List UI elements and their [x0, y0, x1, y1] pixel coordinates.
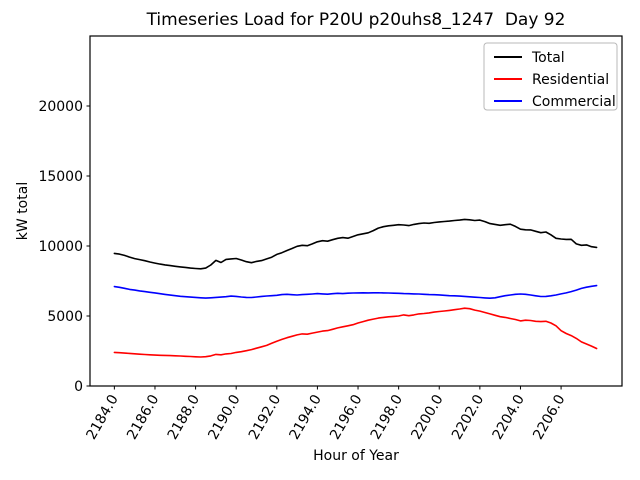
- plot-border: [89, 35, 623, 387]
- x-tick-label: 2206.0: [530, 392, 568, 442]
- y-tick-label: 5000: [47, 309, 83, 325]
- x-tick-label: 2192.0: [246, 392, 284, 442]
- x-tick-label: 2198.0: [368, 392, 406, 442]
- y-tick-label: 0: [74, 379, 83, 395]
- x-tick-label: 2202.0: [449, 392, 487, 442]
- legend-box: [483, 42, 618, 111]
- series-line-total: [113, 218, 598, 270]
- y-tick-label: 20000: [38, 99, 83, 115]
- y-axis-ticks: 0 5000 10000 15000 20000: [38, 99, 90, 395]
- y-tick-label: 10000: [38, 239, 83, 255]
- x-axis-ticks: 2184.0 2186.0 2188.0 2190.0 2192.0 2194.0 2196…: [83, 386, 569, 442]
- series-line-residential: [113, 307, 598, 358]
- x-axis-label: Hour of Year: [313, 448, 399, 464]
- series-line-commercial: [113, 284, 598, 300]
- x-tick-label: 2190.0: [205, 392, 243, 442]
- x-tick-label: 2186.0: [124, 392, 162, 442]
- chart-title: Timeseries Load for P20U p20uhs8_1247 Da…: [146, 10, 566, 30]
- x-tick-label: 2188.0: [165, 392, 203, 442]
- y-tick-label: 15000: [38, 169, 83, 185]
- legend: Total Residential Commercial: [483, 42, 618, 111]
- legend-label-commercial: Commercial: [532, 94, 616, 110]
- legend-label-residential: Residential: [532, 72, 609, 88]
- series-lines: [113, 218, 598, 358]
- x-tick-label: 2204.0: [490, 392, 528, 442]
- y-axis-label: kW total: [15, 182, 31, 240]
- legend-label-total: Total: [531, 50, 565, 66]
- x-tick-label: 2200.0: [408, 392, 446, 442]
- x-tick-label: 2184.0: [83, 392, 121, 442]
- x-tick-label: 2196.0: [327, 392, 365, 442]
- x-tick-label: 2194.0: [287, 392, 325, 442]
